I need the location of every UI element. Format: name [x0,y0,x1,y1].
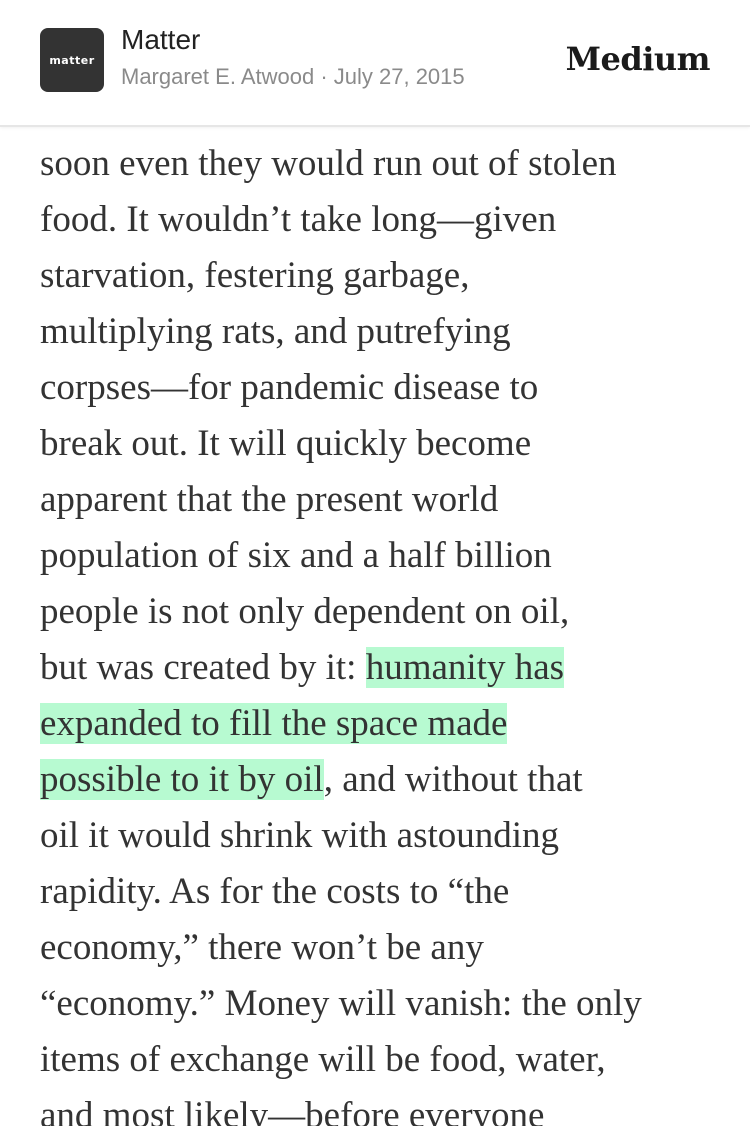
article-header: matter Matter Margaret E. Atwood · July … [0,0,750,127]
line-text: and most likely—before everyone [40,1095,545,1126]
article-line: break out. It will quickly become [40,420,531,468]
line-text: “economy.” Money will vanish: the only [40,983,642,1024]
line-text: soon even they would run out of stolen [40,143,617,184]
line-text: items of exchange will be food, water, [40,1039,606,1080]
article-line: multiplying rats, and putrefying [40,308,511,356]
line-text: economy,” there won’t be any [40,927,484,968]
publication-name[interactable]: Matter [121,24,201,55]
line-text: people is not only dependent on oil, [40,591,570,632]
article-line: starvation, festering garbage, [40,252,469,300]
line-text: , and without that [323,759,583,800]
article-line: corpses—for pandemic disease to [40,364,538,412]
article-line: “economy.” Money will vanish: the only [40,980,642,1028]
line-text: rapidity. As for the costs to “the [40,871,510,912]
highlighted-text[interactable]: expanded to fill the space made [40,703,508,744]
article-line: people is not only dependent on oil, [40,588,569,636]
line-text: corpses—for pandemic disease to [40,367,539,408]
line-text: population of six and a half billion [40,535,552,576]
article-line: economy,” there won’t be any [40,924,484,972]
article-line: expanded to fill the space made [40,700,508,748]
article-line: soon even they would run out of stolen [40,140,617,188]
article-line: oil it would shrink with astounding [40,812,559,860]
publication-logo[interactable]: matter [40,28,104,92]
author-byline[interactable]: Margaret E. Atwood · July 27, 2015 [121,64,465,89]
article-line: items of exchange will be food, water, [40,1036,606,1084]
line-text: but was created by it: [40,647,366,688]
article-line: rapidity. As for the costs to “the [40,868,509,916]
line-text: oil it would shrink with astounding [40,815,560,856]
article-line: but was created by it: humanity has [40,644,565,692]
line-text: apparent that the present world [40,479,499,520]
article-line: population of six and a half billion [40,532,552,580]
highlighted-text[interactable]: humanity has [365,647,565,688]
highlighted-text[interactable]: possible to it by oil [40,759,324,800]
article-line: apparent that the present world [40,476,498,524]
line-text: break out. It will quickly become [40,423,532,464]
line-text: multiplying rats, and putrefying [40,311,511,352]
medium-wordmark[interactable]: Medium [565,40,711,78]
article-line: possible to it by oil, and without that [40,756,583,804]
line-text: starvation, festering garbage, [40,255,470,296]
logo-text: matter [49,53,95,67]
article-line: and most likely—before everyone [40,1092,544,1126]
line-text: food. It wouldn’t take long—given [40,199,557,240]
article-line: food. It wouldn’t take long—given [40,196,556,244]
